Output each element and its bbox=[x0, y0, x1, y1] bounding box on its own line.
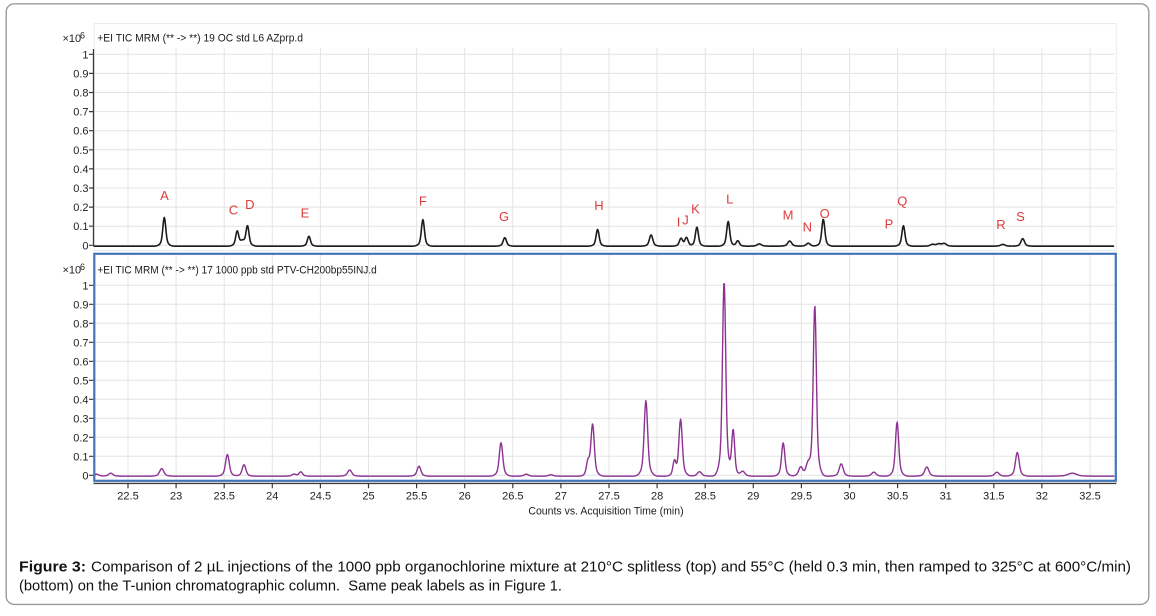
svg-text:6: 6 bbox=[80, 262, 85, 272]
svg-text:H: H bbox=[594, 198, 603, 213]
svg-text:F: F bbox=[419, 194, 427, 209]
svg-text:0.2: 0.2 bbox=[73, 202, 88, 214]
svg-text:31.5: 31.5 bbox=[983, 491, 1004, 503]
svg-text:30.5: 30.5 bbox=[887, 491, 908, 503]
svg-text:29.5: 29.5 bbox=[791, 491, 812, 503]
svg-text:27.5: 27.5 bbox=[598, 491, 619, 503]
svg-text:K: K bbox=[691, 202, 700, 217]
svg-text:0.6: 0.6 bbox=[73, 356, 88, 368]
svg-text:24.5: 24.5 bbox=[310, 491, 331, 503]
svg-text:+EI TIC MRM (** -> **) 19 OC s: +EI TIC MRM (** -> **) 19 OC std L6 AZpr… bbox=[97, 33, 303, 45]
svg-text:S: S bbox=[1016, 209, 1025, 224]
svg-text:C: C bbox=[229, 203, 238, 218]
svg-text:0.2: 0.2 bbox=[73, 432, 88, 444]
svg-text:23: 23 bbox=[170, 491, 182, 503]
svg-text:0.1: 0.1 bbox=[73, 221, 88, 233]
svg-text:D: D bbox=[245, 197, 254, 212]
svg-text:32.5: 32.5 bbox=[1079, 491, 1100, 503]
svg-text:31: 31 bbox=[940, 491, 952, 503]
svg-text:P: P bbox=[885, 217, 894, 232]
svg-text:I: I bbox=[677, 215, 681, 230]
svg-text:E: E bbox=[301, 206, 310, 221]
svg-text:0.5: 0.5 bbox=[73, 375, 88, 387]
svg-text:0.3: 0.3 bbox=[73, 413, 88, 425]
svg-text:0.8: 0.8 bbox=[73, 88, 88, 100]
svg-text:32: 32 bbox=[1036, 491, 1048, 503]
svg-text:0.3: 0.3 bbox=[73, 183, 88, 195]
svg-text:1: 1 bbox=[82, 49, 88, 61]
svg-text:L: L bbox=[726, 192, 733, 207]
svg-text:+EI TIC MRM (** -> **) 17 1000: +EI TIC MRM (** -> **) 17 1000 ppb std P… bbox=[97, 265, 376, 277]
svg-text:(bottom) on the T-union chroma: (bottom) on the T-union chromatographic … bbox=[19, 578, 562, 595]
svg-text:Q: Q bbox=[897, 194, 907, 209]
svg-text:26.5: 26.5 bbox=[502, 491, 523, 503]
svg-text:G: G bbox=[499, 209, 509, 224]
svg-text:22.5: 22.5 bbox=[117, 491, 138, 503]
svg-text:O: O bbox=[820, 206, 830, 221]
svg-text:R: R bbox=[996, 217, 1005, 232]
svg-text:Comparison of 2 µL injections: Comparison of 2 µL injections of the 100… bbox=[91, 559, 1131, 576]
svg-text:A: A bbox=[160, 188, 169, 203]
svg-text:6: 6 bbox=[80, 31, 85, 41]
svg-text:28: 28 bbox=[651, 491, 663, 503]
svg-text:0.4: 0.4 bbox=[73, 394, 88, 406]
svg-text:0: 0 bbox=[82, 470, 88, 482]
svg-text:Counts vs. Acquisition Time (m: Counts vs. Acquisition Time (min) bbox=[528, 506, 683, 518]
svg-text:26: 26 bbox=[459, 491, 471, 503]
svg-text:23.5: 23.5 bbox=[213, 491, 234, 503]
svg-text:×10: ×10 bbox=[63, 33, 82, 45]
svg-text:30: 30 bbox=[843, 491, 855, 503]
svg-text:0.5: 0.5 bbox=[73, 145, 88, 157]
svg-text:N: N bbox=[803, 220, 812, 235]
svg-text:0.7: 0.7 bbox=[73, 337, 88, 349]
svg-text:J: J bbox=[682, 213, 689, 228]
svg-text:0.6: 0.6 bbox=[73, 126, 88, 138]
svg-text:×10: ×10 bbox=[63, 265, 82, 277]
svg-text:27: 27 bbox=[555, 491, 567, 503]
svg-text:24: 24 bbox=[266, 491, 278, 503]
svg-text:29: 29 bbox=[747, 491, 759, 503]
svg-text:0.1: 0.1 bbox=[73, 451, 88, 463]
svg-text:0: 0 bbox=[82, 240, 88, 252]
svg-text:Figure 3:: Figure 3: bbox=[19, 559, 86, 576]
svg-text:0.4: 0.4 bbox=[73, 164, 88, 176]
svg-text:0.8: 0.8 bbox=[73, 318, 88, 330]
svg-text:25.5: 25.5 bbox=[406, 491, 427, 503]
svg-text:28.5: 28.5 bbox=[694, 491, 715, 503]
svg-text:0.9: 0.9 bbox=[73, 68, 88, 80]
svg-text:25: 25 bbox=[362, 491, 374, 503]
svg-text:1: 1 bbox=[82, 280, 88, 292]
svg-text:M: M bbox=[783, 208, 794, 223]
svg-text:0.9: 0.9 bbox=[73, 299, 88, 311]
svg-text:0.7: 0.7 bbox=[73, 107, 88, 119]
